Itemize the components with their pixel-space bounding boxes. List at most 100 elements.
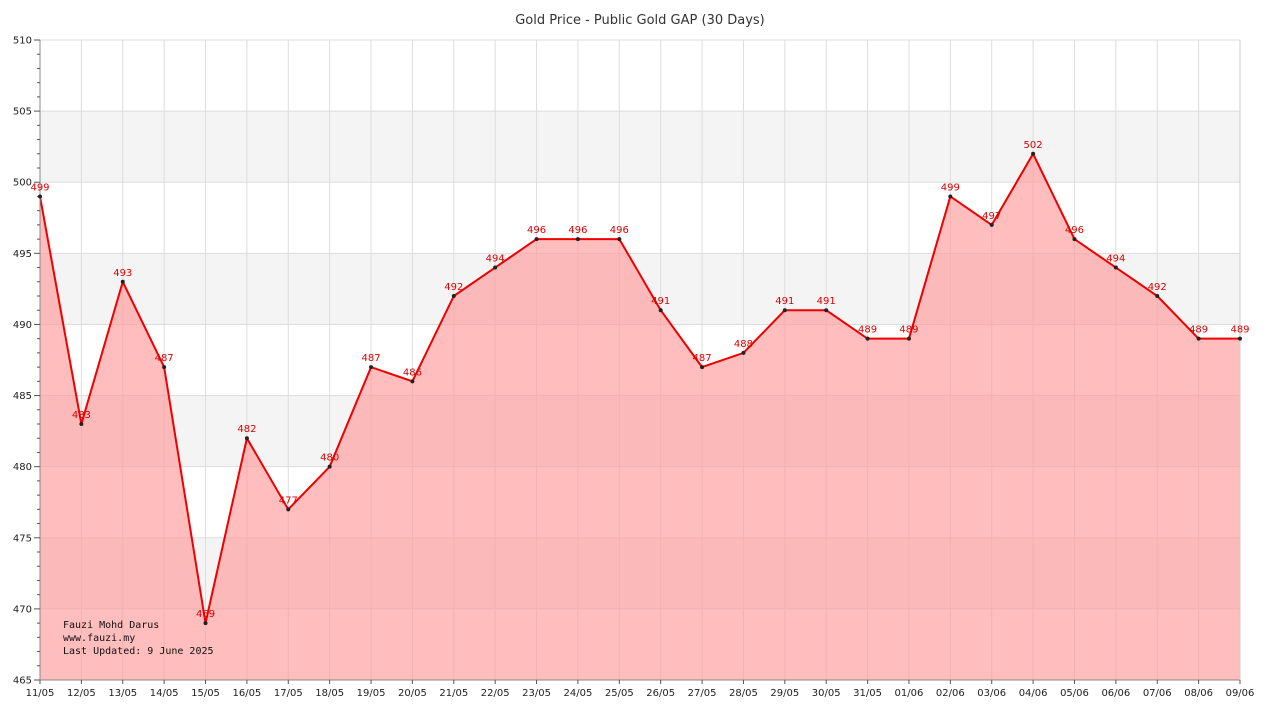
x-tick-label-26: 06/06 [1101, 688, 1130, 699]
x-tick-label-4: 15/05 [191, 688, 220, 699]
price-area [39, 152, 1240, 680]
x-tick-label-17: 28/05 [729, 688, 758, 699]
data-point-20 [865, 336, 870, 341]
credit-author: Fauzi Mohd Darus [63, 620, 159, 631]
y-tick-label-500: 500 [13, 178, 32, 189]
data-label-4: 469 [196, 609, 215, 620]
data-label-24: 502 [1024, 140, 1043, 151]
data-label-15: 491 [651, 296, 670, 307]
data-point-28 [1196, 336, 1201, 341]
data-label-19: 491 [817, 296, 836, 307]
x-tick-label-20: 31/05 [853, 688, 882, 699]
data-point-23 [989, 222, 994, 227]
data-point-1 [79, 422, 84, 426]
data-label-16: 487 [693, 353, 712, 364]
data-label-27: 492 [1148, 282, 1167, 293]
data-label-28: 489 [1189, 325, 1208, 336]
x-tick-label-2: 13/05 [108, 688, 137, 699]
data-label-21: 489 [899, 325, 918, 336]
x-tick-label-8: 19/05 [357, 688, 386, 699]
data-label-11: 494 [486, 254, 505, 265]
data-label-0: 499 [30, 182, 49, 193]
data-label-5: 482 [237, 424, 256, 435]
data-point-27 [1155, 294, 1160, 298]
axes [39, 40, 1241, 681]
data-point-22 [948, 194, 953, 199]
data-label-25: 496 [1065, 225, 1084, 236]
x-tick-label-1: 12/05 [67, 688, 96, 699]
data-point-17 [741, 350, 746, 355]
data-label-22: 499 [941, 182, 960, 193]
data-point-18 [782, 308, 787, 313]
x-axis-ticks: 11/05 12/05 13/05 14/05 15/05 16/05 17/05 18/05… [26, 680, 1255, 699]
data-label-18: 491 [775, 296, 794, 307]
y-tick-label-470: 470 [13, 604, 32, 615]
x-tick-label-19: 30/05 [812, 688, 841, 699]
data-point-6 [286, 507, 291, 512]
band-500 [40, 111, 1240, 183]
x-tick-label-0: 11/05 [26, 688, 55, 699]
y-tick-label-465: 465 [13, 676, 32, 687]
y-tick-label-490: 490 [13, 320, 32, 331]
x-tick-label-10: 21/05 [439, 688, 468, 699]
x-tick-label-16: 27/05 [688, 688, 717, 699]
x-tick-label-18: 29/05 [770, 688, 799, 699]
x-tick-label-11: 22/05 [481, 688, 510, 699]
data-point-24 [1031, 151, 1036, 156]
area-fill [40, 153, 1240, 680]
data-point-9 [410, 379, 415, 384]
x-tick-label-23: 03/06 [977, 688, 1006, 699]
x-tick-label-14: 25/05 [605, 688, 634, 699]
data-markers [38, 151, 1242, 626]
data-label-1: 483 [72, 410, 91, 421]
x-tick-label-25: 05/06 [1060, 688, 1089, 699]
data-label-17: 488 [734, 339, 753, 350]
data-labels: 499 483 493 487 469 482 477 480 487 486 492 494 496 4… [30, 140, 1249, 620]
x-tick-label-3: 14/05 [150, 688, 179, 699]
data-point-0 [38, 194, 42, 199]
data-point-29 [1238, 336, 1242, 341]
y-tick-label-475: 475 [13, 533, 32, 544]
x-tick-label-13: 24/05 [564, 688, 593, 699]
credit-block: Fauzi Mohd Darus www.fauzi.my Last Updat… [63, 620, 214, 657]
data-point-11 [493, 265, 498, 270]
data-label-8: 487 [361, 353, 380, 364]
x-tick-label-28: 08/06 [1184, 688, 1213, 699]
y-tick-label-480: 480 [13, 462, 32, 473]
data-label-26: 494 [1106, 254, 1125, 265]
x-tick-label-15: 26/05 [646, 688, 675, 699]
data-label-3: 487 [155, 353, 174, 364]
y-axis-ticks: 465 470 475 480 485 490 495 500 505 510 [13, 36, 40, 687]
data-point-8 [369, 365, 374, 370]
data-point-25 [1072, 237, 1077, 242]
credit-website: www.fauzi.my [63, 633, 135, 644]
data-label-13: 496 [568, 225, 587, 236]
data-point-7 [327, 464, 332, 469]
data-point-4 [203, 621, 208, 626]
x-tick-label-24: 04/06 [1019, 688, 1048, 699]
data-label-20: 489 [858, 325, 877, 336]
data-point-14 [617, 237, 622, 242]
data-label-6: 477 [279, 495, 298, 506]
x-tick-label-7: 18/05 [315, 688, 344, 699]
chart-title: Gold Price - Public Gold GAP (30 Days) [515, 13, 765, 28]
y-tick-label-495: 495 [13, 249, 32, 260]
data-point-3 [162, 365, 167, 370]
data-point-12 [534, 237, 539, 242]
x-tick-label-29: 09/06 [1226, 688, 1255, 699]
data-label-14: 496 [610, 225, 629, 236]
data-label-7: 480 [320, 453, 339, 464]
x-tick-label-12: 23/05 [522, 688, 551, 699]
data-label-29: 489 [1230, 325, 1249, 336]
credit-updated: Last Updated: 9 June 2025 [63, 646, 214, 657]
x-tick-label-9: 20/05 [398, 688, 427, 699]
data-label-9: 486 [403, 367, 422, 378]
data-point-26 [1113, 265, 1118, 270]
x-tick-label-22: 02/06 [936, 688, 965, 699]
data-point-13 [575, 237, 580, 242]
data-point-10 [451, 294, 456, 298]
price-line [39, 152, 1240, 625]
x-tick-label-5: 16/05 [232, 688, 261, 699]
